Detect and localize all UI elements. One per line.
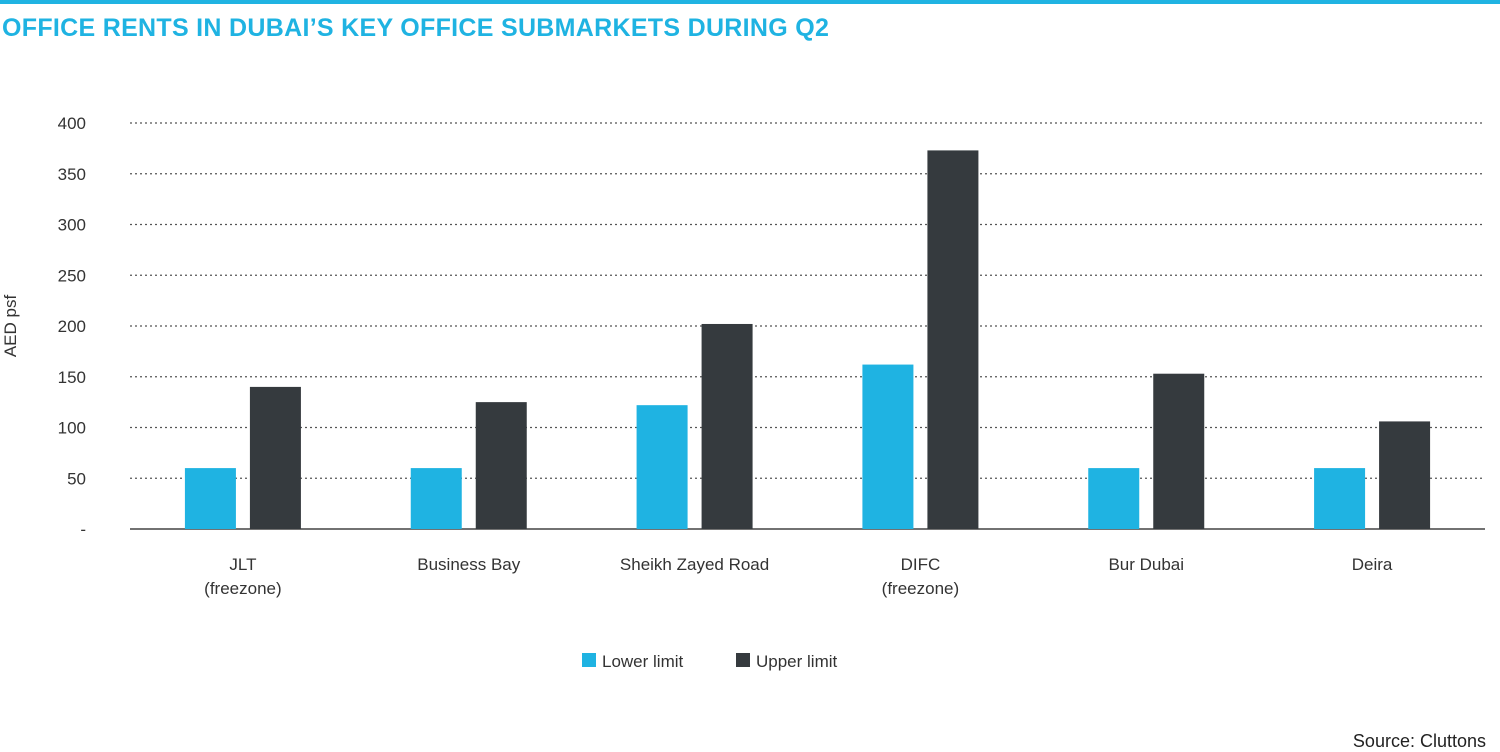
y-tick-label: 300: [58, 216, 86, 235]
bar-lower-limit: [410, 468, 462, 529]
y-tick-label: 250: [58, 266, 86, 285]
y-axis-label: AED psf: [1, 295, 20, 358]
chart-title: OFFICE RENTS IN DUBAI’S KEY OFFICE SUBMA…: [2, 14, 830, 42]
y-tick-label: 200: [58, 317, 86, 336]
y-tick-label: 400: [58, 114, 86, 133]
legend-label: Upper limit: [756, 652, 838, 671]
bar-upper-limit: [1379, 421, 1431, 529]
y-tick-label: 150: [58, 368, 86, 387]
top-accent-rule: [0, 0, 1500, 4]
legend-label: Lower limit: [602, 652, 684, 671]
bar-upper-limit: [249, 386, 301, 529]
legend-swatch: [582, 653, 596, 667]
x-tick-label: JLT (freezone): [204, 555, 281, 598]
x-tick-label: DIFC (freezone): [882, 555, 959, 598]
bar-lower-limit: [184, 468, 236, 529]
x-tick-label: Deira: [1352, 555, 1393, 574]
bar-lower-limit: [862, 364, 914, 529]
bar-upper-limit: [927, 150, 979, 529]
x-tick-label: Business Bay: [417, 555, 520, 574]
source-note: Source: Cluttons: [1352, 731, 1486, 751]
y-tick-label: 50: [67, 469, 86, 488]
bar-lower-limit: [1314, 468, 1366, 529]
x-tick-label: Bur Dubai: [1108, 555, 1184, 574]
bar-upper-limit: [701, 323, 753, 529]
y-tick-label: 100: [58, 419, 86, 438]
bar-lower-limit: [1088, 468, 1140, 529]
y-tick-label: 350: [58, 165, 86, 184]
x-tick-label: Sheikh Zayed Road: [620, 555, 769, 574]
bar-upper-limit: [475, 402, 527, 529]
y-tick-label: -: [80, 520, 86, 539]
bar-lower-limit: [636, 405, 688, 529]
bar-upper-limit: [1153, 373, 1205, 529]
legend-swatch: [736, 653, 750, 667]
